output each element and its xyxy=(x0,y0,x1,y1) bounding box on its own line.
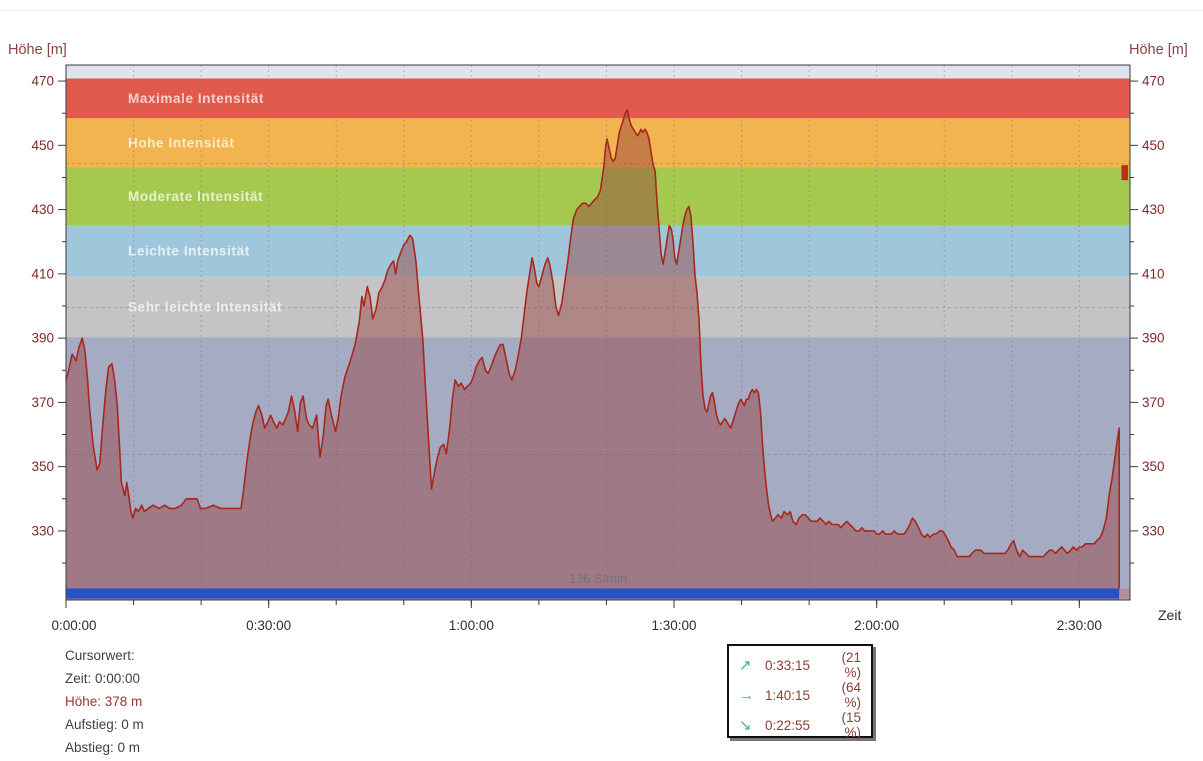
y-axis-label-left: 470 xyxy=(31,74,54,89)
y-axis-title-left: Höhe [m] xyxy=(8,42,67,58)
zone-label: Leichte Intensität xyxy=(128,243,250,258)
flat-time: 1:40:15 xyxy=(765,687,811,703)
intensity-zone-band xyxy=(66,276,1130,338)
y-axis-label-left: 330 xyxy=(31,523,54,538)
cursor-elevation-value: Höhe: 378 m xyxy=(65,694,143,709)
right-edge-marker xyxy=(1121,165,1128,181)
cursor-ascent-value: Aufstieg: 0 m xyxy=(65,717,144,732)
x-axis-label: 2:00:00 xyxy=(854,618,899,633)
descent-percent: (15 %) xyxy=(841,710,861,740)
zone-label: Moderate Intensität xyxy=(128,189,263,204)
stat-row-descent: ↘ 0:22:55 (15 %) xyxy=(739,710,861,740)
y-axis-label-right: 390 xyxy=(1142,331,1165,346)
intensity-zone-band xyxy=(66,337,1130,600)
x-axis-label: 1:00:00 xyxy=(449,618,494,633)
window-top-rule xyxy=(0,10,1203,11)
elevation-chart-canvas[interactable]: Maximale Intensität Hohe Intensität Modera… xyxy=(0,0,1203,645)
arrow-up-right-icon: ↗ xyxy=(739,657,752,674)
y-axis-label-left: 370 xyxy=(31,395,54,410)
plot-frame xyxy=(65,64,1131,601)
y-axis-label-right: 370 xyxy=(1142,395,1165,410)
y-axis-label-left: 390 xyxy=(31,331,54,346)
y-axis-label-left: 450 xyxy=(31,138,54,153)
x-axis-label: 0:00:00 xyxy=(51,618,96,633)
bottom-interval-bar-end xyxy=(1119,588,1130,599)
arrow-right-icon: → xyxy=(739,686,754,704)
ascent-time: 0:33:15 xyxy=(765,657,811,673)
intensity-zone-band xyxy=(66,65,1130,79)
y-axis-label-right: 410 xyxy=(1142,266,1165,281)
zone-label: Sehr leichte Intensität xyxy=(128,299,282,314)
stat-row-flat: → 1:40:15 (64 %) xyxy=(739,680,861,710)
y-axis-label-right: 430 xyxy=(1142,202,1165,217)
elevation-line xyxy=(65,109,1120,595)
cursor-descent-value: Abstieg: 0 m xyxy=(65,740,141,755)
y-axis-label-right: 470 xyxy=(1142,74,1165,89)
cursor-panel-title: Cursorwert: xyxy=(65,648,135,663)
zone-label: Maximale Intensität xyxy=(128,91,264,106)
elevation-chart: Maximale Intensität Hohe Intensität Modera… xyxy=(31,64,1165,633)
y-axis-label-right: 350 xyxy=(1142,459,1165,474)
y-axis-title-right: Höhe [m] xyxy=(1129,42,1188,58)
arrow-down-right-icon: ↘ xyxy=(739,717,752,734)
stat-row-ascent: ↗ 0:33:15 (21 %) xyxy=(739,650,861,680)
intensity-zone-band xyxy=(66,118,1130,168)
gradient-stats-box: ↗ 0:33:15 (21 %) → 1:40:15 (64 %) ↘ 0:22… xyxy=(727,644,873,740)
flat-percent: (64 %) xyxy=(841,680,861,710)
intensity-zone-band xyxy=(66,225,1130,277)
x-axis-label: 1:30:00 xyxy=(651,618,696,633)
cursor-value-panel: Cursorwert: Zeit: 0:00:00 Höhe: 378 m Au… xyxy=(65,644,144,759)
y-axis-label-left: 410 xyxy=(31,266,54,281)
ascent-percent: (21 %) xyxy=(841,650,861,680)
y-axis-label-left: 350 xyxy=(31,459,54,474)
elevation-area-fill xyxy=(66,110,1120,600)
x-axis-label: 0:30:00 xyxy=(246,618,291,633)
x-axis-label: 2:30:00 xyxy=(1057,618,1102,633)
y-axis-label-left: 430 xyxy=(31,202,54,217)
x-axis-title: Zeit xyxy=(1158,607,1182,623)
cursor-time-value: Zeit: 0:00:00 xyxy=(65,671,141,686)
descent-time: 0:22:55 xyxy=(765,717,811,733)
zone-label: Hohe Intensität xyxy=(128,135,235,150)
avg-heart-rate-label: 136 S/min xyxy=(569,571,628,586)
y-axis-label-right: 450 xyxy=(1142,138,1165,153)
intensity-zone-band xyxy=(66,78,1130,119)
y-axis-label-right: 330 xyxy=(1142,523,1165,538)
bottom-interval-bar xyxy=(66,588,1120,599)
